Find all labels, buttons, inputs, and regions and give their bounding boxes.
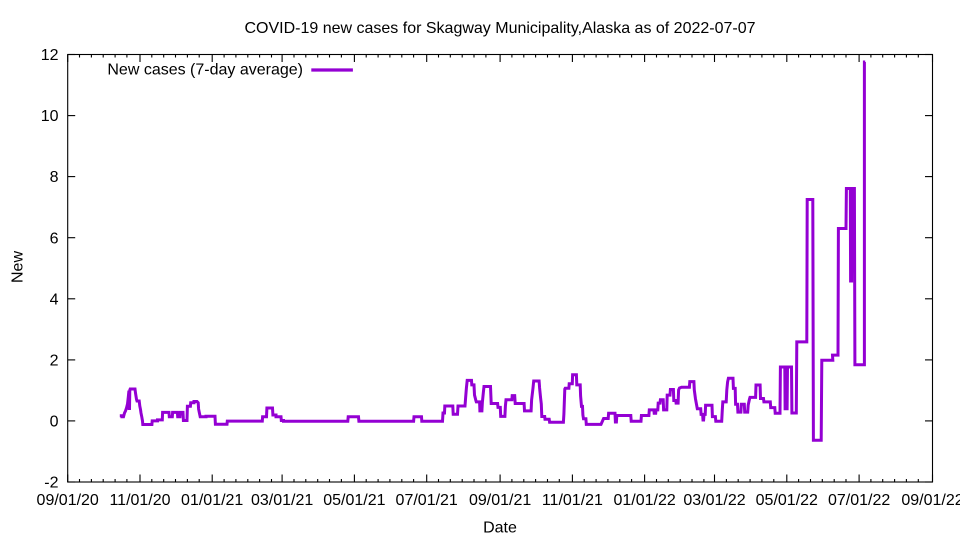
svg-text:2: 2 <box>50 353 59 370</box>
svg-text:11/01/20: 11/01/20 <box>109 492 170 509</box>
svg-text:New cases (7-day average): New cases (7-day average) <box>107 62 303 79</box>
svg-text:03/01/21: 03/01/21 <box>251 492 313 509</box>
svg-text:05/01/21: 05/01/21 <box>323 492 385 509</box>
svg-text:12: 12 <box>41 47 59 64</box>
svg-text:07/01/22: 07/01/22 <box>828 492 890 509</box>
svg-text:01/01/22: 01/01/22 <box>613 492 675 509</box>
svg-text:09/01/22: 09/01/22 <box>901 492 960 509</box>
svg-text:8: 8 <box>50 169 59 186</box>
svg-text:03/01/22: 03/01/22 <box>683 492 745 509</box>
svg-text:11/01/21: 11/01/21 <box>542 492 603 509</box>
svg-text:COVID-19 new cases for Skagway: COVID-19 new cases for Skagway Municipal… <box>244 20 755 37</box>
svg-text:New: New <box>10 251 27 283</box>
svg-text:10: 10 <box>41 108 59 125</box>
svg-text:07/01/21: 07/01/21 <box>396 492 458 509</box>
svg-text:05/01/22: 05/01/22 <box>756 492 818 509</box>
svg-text:09/01/21: 09/01/21 <box>469 492 531 509</box>
svg-text:0: 0 <box>50 414 59 431</box>
svg-text:4: 4 <box>50 291 59 308</box>
svg-text:6: 6 <box>50 230 59 247</box>
svg-text:Date: Date <box>483 520 517 537</box>
svg-text:01/01/21: 01/01/21 <box>181 492 243 509</box>
svg-text:-2: -2 <box>44 475 58 492</box>
svg-text:09/01/20: 09/01/20 <box>37 492 99 509</box>
